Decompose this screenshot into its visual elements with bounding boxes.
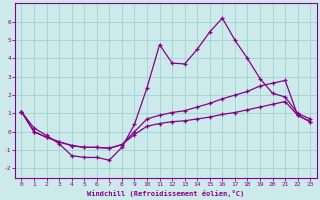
X-axis label: Windchill (Refroidissement éolien,°C): Windchill (Refroidissement éolien,°C) <box>87 190 244 197</box>
